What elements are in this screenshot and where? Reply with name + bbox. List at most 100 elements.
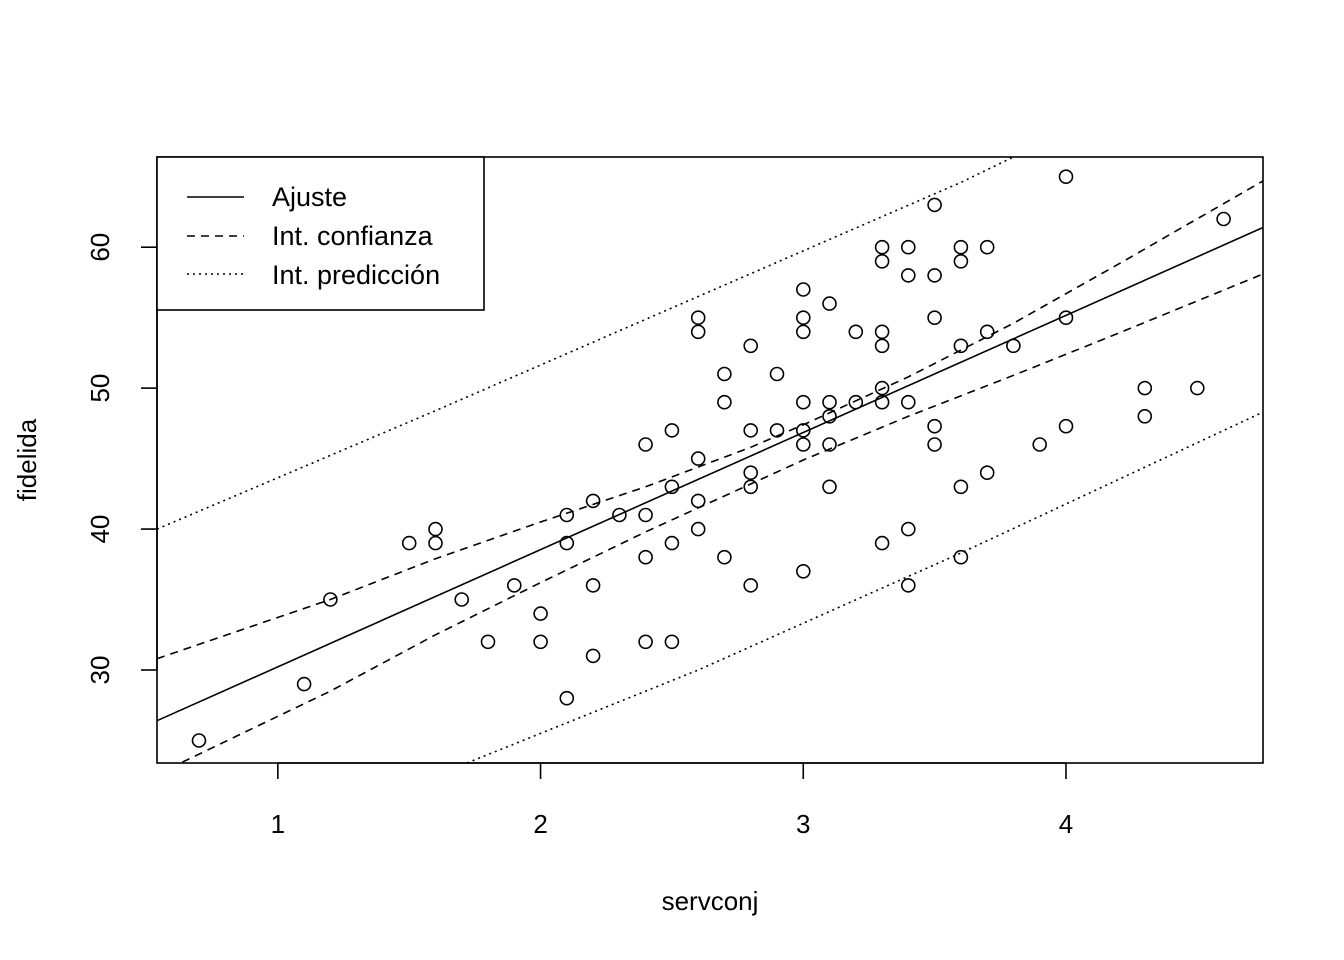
data-point xyxy=(822,437,837,452)
data-point xyxy=(953,253,969,269)
data-point xyxy=(638,634,653,650)
data-point xyxy=(953,239,969,255)
data-point xyxy=(1137,380,1153,396)
data-point xyxy=(690,493,706,509)
data-point xyxy=(795,437,811,452)
data-point xyxy=(480,634,496,650)
legend: Ajuste Int. confianza Int. predicción xyxy=(156,156,485,311)
data-point xyxy=(900,578,916,593)
data-point xyxy=(1006,338,1021,354)
lines-layer xyxy=(157,157,1263,763)
y-axis-title: fidelida xyxy=(12,418,42,501)
data-point xyxy=(900,239,916,255)
data-point xyxy=(927,310,942,326)
data-point xyxy=(874,253,890,269)
data-point xyxy=(690,324,706,340)
data-point xyxy=(769,366,785,382)
data-point xyxy=(638,549,653,565)
data-point xyxy=(559,690,575,706)
data-point xyxy=(795,423,811,438)
data-point xyxy=(428,535,443,551)
data-point xyxy=(874,239,890,255)
data-point xyxy=(795,282,811,297)
data-point xyxy=(1058,169,1074,184)
data-point xyxy=(979,465,995,481)
data-point xyxy=(717,394,732,410)
data-point xyxy=(454,592,470,607)
data-point xyxy=(743,423,759,438)
data-point xyxy=(717,549,732,565)
data-point xyxy=(874,380,890,396)
data-point xyxy=(795,563,811,579)
data-point xyxy=(979,324,995,340)
data-point xyxy=(1190,380,1205,396)
data-point xyxy=(323,592,338,607)
data-point xyxy=(822,408,837,424)
data-point xyxy=(874,338,890,354)
data-point xyxy=(927,268,942,283)
data-point xyxy=(900,268,916,283)
data-point xyxy=(638,437,653,452)
data-point xyxy=(559,507,575,523)
axes-layer: 1 2 3 4 30 40 50 60 xyxy=(85,233,1073,839)
data-point xyxy=(927,418,942,434)
y-tick-label: 60 xyxy=(85,233,115,262)
x-axis-title: servconj xyxy=(662,886,759,916)
data-point xyxy=(638,507,653,523)
y-tick-label: 50 xyxy=(85,374,115,403)
data-point xyxy=(612,507,627,523)
data-point xyxy=(927,437,942,452)
data-point xyxy=(874,535,890,551)
x-tick-label: 1 xyxy=(271,809,285,839)
data-point xyxy=(1058,310,1074,326)
data-point xyxy=(822,394,837,410)
data-point xyxy=(900,521,916,537)
data-point xyxy=(585,578,601,593)
data-point xyxy=(664,423,680,438)
data-point xyxy=(690,521,706,537)
data-point xyxy=(1058,418,1074,434)
legend-label-fit: Ajuste xyxy=(272,182,347,212)
legend-label-prediction: Int. predicción xyxy=(272,260,440,290)
data-point xyxy=(585,493,601,509)
data-point xyxy=(1216,211,1231,227)
data-point xyxy=(953,338,969,354)
x-tick-label: 2 xyxy=(533,809,547,839)
prediction-lower-line xyxy=(466,411,1263,763)
prediction-upper-line xyxy=(157,157,1014,530)
data-point xyxy=(743,465,759,481)
data-point xyxy=(1137,408,1153,424)
data-point xyxy=(533,634,548,650)
data-point xyxy=(296,676,312,692)
data-point xyxy=(953,479,969,495)
data-point xyxy=(795,310,811,326)
legend-box xyxy=(156,156,485,311)
points-layer xyxy=(191,169,1231,748)
data-point xyxy=(585,648,601,664)
x-tick-label: 3 xyxy=(796,809,810,839)
data-point xyxy=(743,479,759,495)
data-point xyxy=(401,535,417,551)
data-point xyxy=(428,521,443,537)
data-point xyxy=(533,606,548,621)
data-point xyxy=(690,451,706,466)
x-tick-label: 4 xyxy=(1059,809,1073,839)
confidence-lower-line xyxy=(178,273,1263,763)
fit-line xyxy=(157,226,1263,722)
data-point xyxy=(506,578,522,593)
data-point xyxy=(900,394,916,410)
data-point xyxy=(559,535,575,551)
data-point xyxy=(874,324,890,340)
data-point xyxy=(743,578,759,593)
data-point xyxy=(664,634,680,650)
legend-label-confidence: Int. confianza xyxy=(272,221,434,251)
y-tick-label: 40 xyxy=(85,515,115,544)
data-point xyxy=(769,423,785,438)
data-point xyxy=(848,324,864,340)
data-point xyxy=(690,310,706,326)
y-tick-label: 30 xyxy=(85,656,115,685)
data-point xyxy=(664,479,680,495)
data-point xyxy=(1032,437,1047,452)
data-point xyxy=(953,549,969,565)
